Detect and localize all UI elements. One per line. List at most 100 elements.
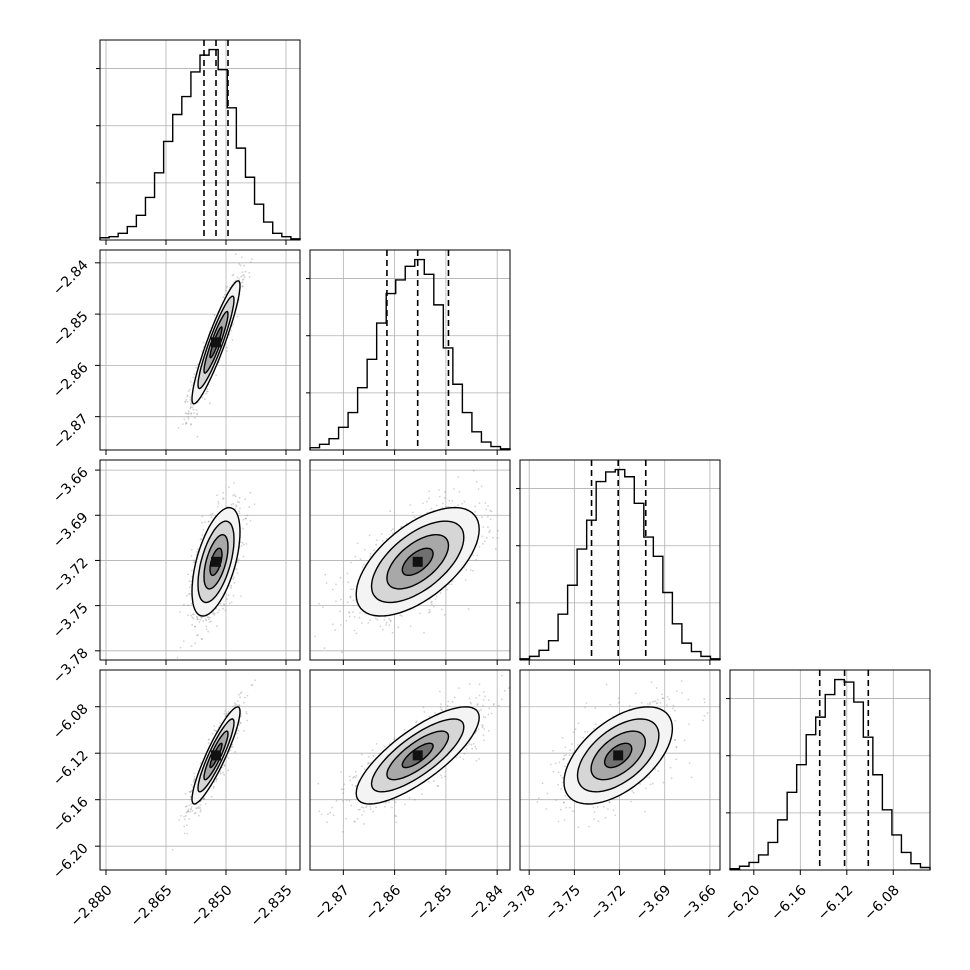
sample-point xyxy=(245,543,248,545)
sample-point xyxy=(199,810,202,813)
sample-point xyxy=(210,516,213,519)
sample-point xyxy=(193,559,196,562)
sample-point xyxy=(429,601,432,604)
sample-point xyxy=(241,281,244,284)
sample-point xyxy=(458,687,460,689)
sample-point xyxy=(232,273,235,276)
sample-point xyxy=(238,501,241,504)
sample-point xyxy=(384,805,386,808)
sample-point xyxy=(496,537,499,539)
sample-point xyxy=(440,703,442,705)
sample-point xyxy=(189,380,192,383)
sample-point xyxy=(194,642,197,644)
sample-point xyxy=(475,748,478,750)
sample-point xyxy=(444,491,446,493)
sample-point xyxy=(248,271,251,274)
sample-point xyxy=(428,611,430,614)
sample-point xyxy=(477,488,480,490)
sample-point xyxy=(243,543,245,546)
sample-point xyxy=(184,400,187,403)
sample-point xyxy=(197,548,199,551)
sample-point xyxy=(203,398,206,401)
sample-point xyxy=(224,710,227,713)
panel-frame xyxy=(99,249,301,451)
sample-point xyxy=(354,555,357,558)
sample-point xyxy=(345,619,348,622)
panel-content xyxy=(177,253,253,438)
sample-point xyxy=(187,416,189,418)
sample-point xyxy=(196,807,199,809)
sample-point xyxy=(241,285,244,288)
sample-point xyxy=(254,679,257,682)
sample-point xyxy=(196,550,199,553)
sample-point xyxy=(234,495,237,498)
panel-content xyxy=(317,674,510,833)
hist-panel-2 xyxy=(306,249,511,455)
sample-point xyxy=(190,645,193,647)
sample-point xyxy=(385,621,388,624)
sample-point xyxy=(238,694,240,696)
sample-point xyxy=(201,521,204,524)
sample-point xyxy=(240,275,243,278)
sample-point xyxy=(222,296,225,298)
sample-point xyxy=(213,612,216,615)
sample-point xyxy=(190,402,193,405)
sample-point xyxy=(349,596,352,599)
sample-point xyxy=(362,563,365,566)
sample-point xyxy=(245,712,248,715)
sample-point xyxy=(202,797,205,800)
sample-point xyxy=(215,778,218,780)
sample-point xyxy=(239,696,242,699)
sample-point xyxy=(484,695,487,698)
sample-point xyxy=(363,768,366,770)
sample-point xyxy=(431,600,433,603)
sample-point xyxy=(233,482,235,484)
sample-point xyxy=(240,595,242,597)
sample-point xyxy=(195,615,198,618)
sample-point xyxy=(230,329,233,332)
sample-point xyxy=(196,435,199,438)
sample-point xyxy=(192,779,195,782)
sample-point xyxy=(191,616,194,619)
sample-point xyxy=(188,586,191,589)
sample-point xyxy=(238,510,241,513)
sample-point xyxy=(248,276,251,278)
sample-point xyxy=(191,384,193,387)
sample-point xyxy=(369,619,372,621)
sample-point xyxy=(193,412,195,415)
sample-point xyxy=(189,388,191,391)
sample-point xyxy=(447,700,450,703)
sample-point xyxy=(246,719,249,722)
sample-point xyxy=(186,594,188,597)
sample-point xyxy=(443,497,446,499)
sample-point xyxy=(235,703,238,706)
sample-point xyxy=(244,517,247,520)
sample-point xyxy=(195,409,198,411)
sample-point xyxy=(409,504,412,506)
sample-point xyxy=(250,684,253,686)
panel-frame xyxy=(99,39,301,241)
sample-point xyxy=(391,631,394,634)
sample-point xyxy=(249,491,252,494)
sample-point xyxy=(204,802,207,805)
sample-point xyxy=(187,810,190,813)
sample-point xyxy=(230,503,233,506)
sample-point xyxy=(463,500,466,503)
sample-point xyxy=(217,501,220,503)
sample-point xyxy=(193,778,196,780)
sample-point xyxy=(327,813,329,815)
sample-point xyxy=(478,694,481,697)
sample-point xyxy=(485,536,488,539)
sample-point xyxy=(482,698,485,701)
sample-point xyxy=(226,285,229,288)
sample-point xyxy=(480,485,483,488)
density-peak xyxy=(412,556,423,567)
sample-point xyxy=(184,401,187,404)
sample-point xyxy=(403,803,406,806)
sample-point xyxy=(353,616,356,618)
sample-point xyxy=(496,529,499,532)
sample-point xyxy=(219,772,222,775)
sample-point xyxy=(484,502,487,504)
y-tick-label: −2.87 xyxy=(50,411,92,453)
sample-point xyxy=(482,543,484,545)
